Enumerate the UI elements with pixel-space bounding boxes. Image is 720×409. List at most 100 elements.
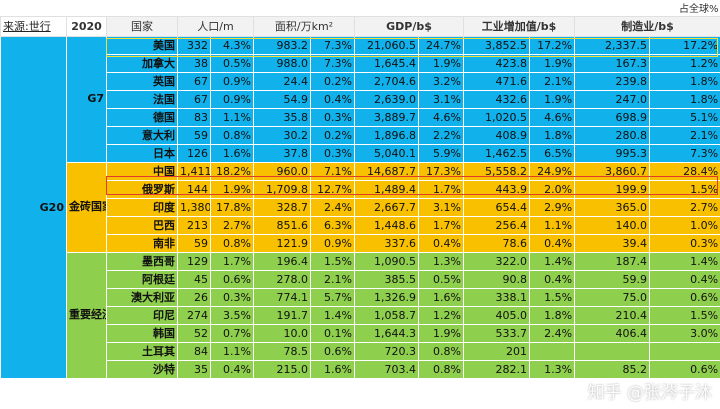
area-cell: 191.7	[253, 305, 311, 325]
area-cell: 278.0	[253, 269, 311, 289]
group-g20: G20	[0, 35, 67, 379]
population-cell: 26	[177, 287, 211, 307]
country-name: 澳大利亚	[106, 287, 178, 307]
manufacturing-cell: 199.9	[574, 179, 651, 199]
manufacturing-cell: 85.2	[574, 359, 651, 379]
manufacturing-cell: 2,337.5	[574, 35, 651, 55]
gdp-cell: 1,448.6	[354, 215, 419, 235]
industry-share-cell: 4.6%	[528, 107, 576, 127]
population-cell: 83	[177, 107, 211, 127]
industry-cell: 282.1	[463, 359, 530, 379]
area-share-cell: 2.1%	[310, 269, 355, 289]
area-share-cell: 0.6%	[310, 341, 355, 361]
industry-cell: 1,020.5	[463, 107, 530, 127]
gdp-share-cell: 1.9%	[418, 53, 464, 73]
industry-share-cell: 2.0%	[528, 179, 576, 199]
area-share-cell: 7.1%	[310, 161, 355, 181]
year-label: 2020	[66, 15, 107, 37]
area-share-cell: 0.3%	[310, 143, 355, 163]
population-cell: 274	[177, 305, 211, 325]
manufacturing-cell: 239.8	[574, 71, 651, 91]
gdp-cell: 1,058.7	[354, 305, 419, 325]
population-share-cell: 0.9%	[210, 89, 254, 109]
population-cell: 67	[177, 71, 211, 91]
population-share-cell: 0.4%	[210, 359, 254, 379]
manufacturing-cell: 280.8	[574, 125, 651, 145]
gdp-cell: 3,889.7	[354, 107, 419, 127]
population-share-cell: 0.8%	[210, 125, 254, 145]
area-cell: 54.9	[253, 89, 311, 109]
population-share-cell: 1.1%	[210, 341, 254, 361]
gdp-share-cell: 1.6%	[418, 287, 464, 307]
industry-cell: 408.9	[463, 125, 530, 145]
population-cell: 129	[177, 251, 211, 271]
country-name: 中国	[106, 161, 178, 181]
area-cell: 35.8	[253, 107, 311, 127]
industry-cell: 443.9	[463, 179, 530, 199]
population-share-cell: 18.2%	[210, 161, 254, 181]
industry-share-cell	[528, 341, 576, 361]
country-name: 印度	[106, 197, 178, 217]
country-name: 美国	[106, 35, 178, 55]
manufacturing-share-cell: 2.1%	[649, 125, 720, 145]
industry-share-cell: 1.5%	[528, 287, 576, 307]
area-cell: 10.0	[253, 323, 311, 343]
population-cell: 144	[177, 179, 211, 199]
gdp-share-cell: 1.2%	[418, 305, 464, 325]
manufacturing-cell: 39.4	[574, 233, 651, 253]
country-name: 英国	[106, 71, 178, 91]
gdp-share-cell: 0.8%	[418, 341, 464, 361]
industry-cell: 322.0	[463, 251, 530, 271]
gdp-share-cell: 4.6%	[418, 107, 464, 127]
gdp-cell: 337.6	[354, 233, 419, 253]
table-row: 日本 126 1.6% 37.8 0.3% 5,040.1 5.9% 1,462.5 6.5% 9…	[1, 143, 720, 163]
header-industry: 工业增加值/b$	[462, 15, 576, 37]
area-cell: 988.0	[253, 53, 311, 73]
gdp-cell: 2,704.6	[354, 71, 419, 91]
population-cell: 213	[177, 215, 211, 235]
population-cell: 1,411	[177, 161, 211, 181]
gdp-cell: 1,644.3	[354, 323, 419, 343]
industry-share-cell: 6.5%	[528, 143, 576, 163]
header-row: 来源:世行 2020 国家 人口/m 面积/万km² GDP/b$ 工业增加值/…	[0, 15, 720, 37]
area-cell: 78.5	[253, 341, 311, 361]
area-share-cell: 0.3%	[310, 107, 355, 127]
table-row: 金砖国家中国1,41118.2%960.07.1%14,687.717.3%5,…	[1, 161, 720, 253]
table-row: G20 G7 美国 332 4.3% 983.2 7.3% 21,060.5 24.7% 3,85…	[0, 35, 720, 379]
manufacturing-cell: 59.9	[574, 269, 651, 289]
population-cell: 52	[177, 323, 211, 343]
manufacturing-share-cell: 1.8%	[649, 89, 720, 109]
gdp-cell: 1,090.5	[354, 251, 419, 271]
gdp-share-cell: 2.2%	[418, 125, 464, 145]
country-name: 印尼	[106, 305, 178, 325]
area-share-cell: 0.2%	[310, 71, 355, 91]
population-share-cell: 0.7%	[210, 323, 254, 343]
table-row: 印尼 274 3.5% 191.7 1.4% 1,058.7 1.2% 405.0 1.8% 21…	[1, 305, 720, 325]
industry-share-cell: 17.2%	[528, 35, 576, 55]
group-g7: G7	[66, 35, 107, 163]
population-cell: 126	[177, 143, 211, 163]
manufacturing-cell: 167.3	[574, 53, 651, 73]
manufacturing-cell: 210.4	[574, 305, 651, 325]
country-name: 法国	[106, 89, 178, 109]
population-cell: 59	[177, 125, 211, 145]
gdp-cell: 385.5	[354, 269, 419, 289]
industry-cell: 471.6	[463, 71, 530, 91]
manufacturing-share-cell: 1.0%	[649, 215, 720, 235]
industry-cell: 533.7	[463, 323, 530, 343]
gdp-share-cell: 0.4%	[418, 233, 464, 253]
area-share-cell: 12.7%	[310, 179, 355, 199]
group-major: 重要经济体	[66, 251, 107, 379]
population-share-cell: 1.6%	[210, 143, 254, 163]
manufacturing-share-cell: 1.8%	[649, 71, 720, 91]
area-share-cell: 7.3%	[310, 53, 355, 73]
manufacturing-cell: 698.9	[574, 107, 651, 127]
industry-cell: 78.6	[463, 233, 530, 253]
gdp-cell: 1,489.4	[354, 179, 419, 199]
population-share-cell: 4.3%	[210, 35, 254, 55]
industry-cell: 3,852.5	[463, 35, 530, 55]
population-cell: 1,380	[177, 197, 211, 217]
share-note: 占全球%	[679, 4, 719, 16]
area-cell: 983.2	[253, 35, 311, 55]
industry-cell: 432.6	[463, 89, 530, 109]
